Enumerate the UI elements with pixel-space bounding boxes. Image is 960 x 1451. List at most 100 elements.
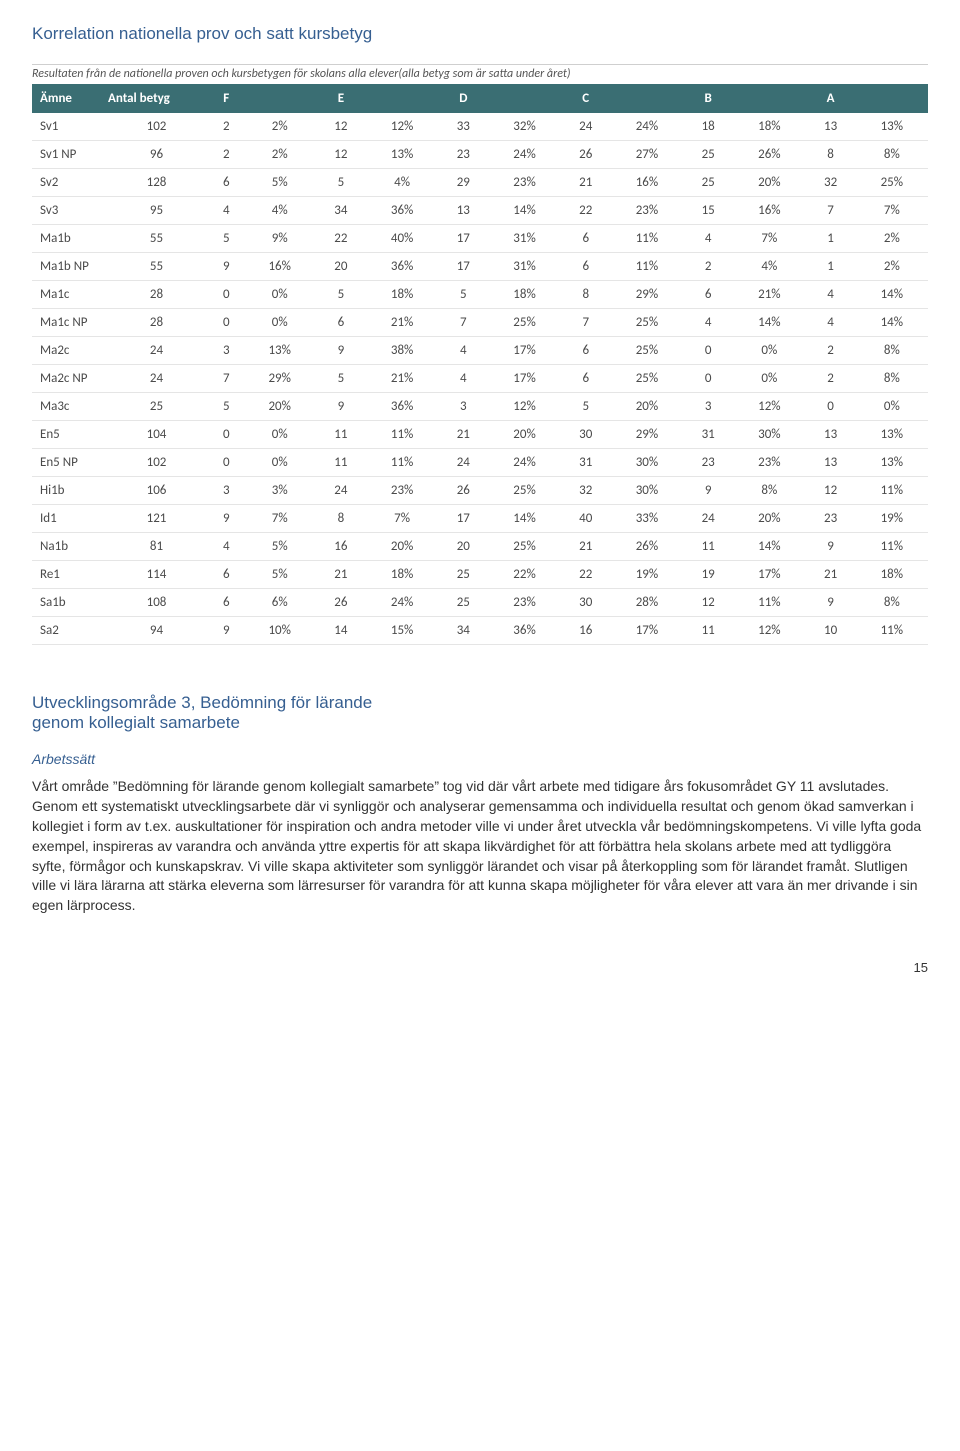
table-cell: 19 — [683, 561, 733, 589]
table-header-cell — [366, 84, 438, 113]
table-cell: 12 — [316, 141, 366, 169]
table-cell: 4% — [244, 197, 316, 225]
table-cell: 36% — [488, 617, 560, 645]
table-cell: 23% — [488, 169, 560, 197]
table-cell: 13% — [244, 337, 316, 365]
table-cell: Sv1 NP — [32, 141, 104, 169]
table-cell: 9 — [209, 617, 244, 645]
table-cell: 26% — [611, 533, 683, 561]
table-cell: 13 — [805, 421, 855, 449]
table-cell: 26% — [733, 141, 805, 169]
section-heading: Utvecklingsområde 3, Bedömning för läran… — [32, 693, 928, 733]
table-cell: 121 — [104, 505, 209, 533]
table-row: Sa1b10866%2624%2523%3028%1211%98% — [32, 589, 928, 617]
table-cell: 114 — [104, 561, 209, 589]
table-cell: 5 — [561, 393, 611, 421]
table-cell: 17 — [438, 505, 488, 533]
grades-table: ÄmneAntal betygFEDCBA Sv110222%1212%3332… — [32, 84, 928, 645]
table-cell: 16 — [561, 617, 611, 645]
table-cell: Hi1b — [32, 477, 104, 505]
table-cell: 4% — [366, 169, 438, 197]
table-cell: En5 NP — [32, 449, 104, 477]
table-cell: 11 — [683, 533, 733, 561]
table-cell: 102 — [104, 449, 209, 477]
table-cell: 10 — [805, 617, 855, 645]
table-cell: 12 — [805, 477, 855, 505]
table-cell: 6 — [209, 561, 244, 589]
table-cell: 104 — [104, 421, 209, 449]
table-cell: 12% — [488, 393, 560, 421]
table-header-cell: E — [316, 84, 366, 113]
table-cell: 17 — [438, 253, 488, 281]
table-cell: 20 — [316, 253, 366, 281]
table-cell: 9 — [805, 589, 855, 617]
table-cell: 0% — [244, 281, 316, 309]
table-cell: 9 — [805, 533, 855, 561]
table-row: Sv212865%54%2923%2116%2520%3225% — [32, 169, 928, 197]
table-cell: 33% — [611, 505, 683, 533]
table-cell: En5 — [32, 421, 104, 449]
table-cell: 21 — [805, 561, 855, 589]
table-cell: 9 — [316, 337, 366, 365]
table-cell: 0% — [244, 449, 316, 477]
table-cell: 13 — [438, 197, 488, 225]
table-row: Sa294910%1415%3436%1617%1112%1011% — [32, 617, 928, 645]
table-cell: 0% — [244, 309, 316, 337]
table-cell: 31% — [488, 253, 560, 281]
table-cell: 27% — [611, 141, 683, 169]
table-cell: 23% — [488, 589, 560, 617]
table-cell: Ma3c — [32, 393, 104, 421]
table-cell: 102 — [104, 113, 209, 141]
table-cell: 7 — [209, 365, 244, 393]
table-cell: 11% — [611, 225, 683, 253]
table-cell: 6 — [561, 365, 611, 393]
table-header-cell: Ämne — [32, 84, 104, 113]
table-cell: 11% — [856, 617, 928, 645]
table-cell: 5 — [316, 365, 366, 393]
table-cell: 11% — [856, 533, 928, 561]
table-cell: 6 — [561, 337, 611, 365]
table-row: Sv39544%3436%1314%2223%1516%77% — [32, 197, 928, 225]
table-cell: 22% — [488, 561, 560, 589]
table-cell: 13% — [856, 421, 928, 449]
table-cell: 11% — [366, 449, 438, 477]
table-cell: 33 — [438, 113, 488, 141]
table-cell: 7 — [805, 197, 855, 225]
table-cell: 28% — [611, 589, 683, 617]
table-cell: 25% — [488, 477, 560, 505]
table-cell: 6% — [244, 589, 316, 617]
table-cell: 7% — [244, 505, 316, 533]
table-cell: 95 — [104, 197, 209, 225]
page-title: Korrelation nationella prov och satt kur… — [32, 24, 928, 44]
table-cell: 8% — [856, 141, 928, 169]
table-cell: 5 — [209, 225, 244, 253]
table-header-cell — [733, 84, 805, 113]
table-cell: 128 — [104, 169, 209, 197]
table-cell: 8% — [856, 589, 928, 617]
table-cell: 14% — [733, 533, 805, 561]
table-cell: 22 — [561, 197, 611, 225]
table-cell: 4 — [805, 309, 855, 337]
table-cell: 11% — [366, 421, 438, 449]
table-cell: 18 — [683, 113, 733, 141]
table-row: Re111465%2118%2522%2219%1917%2118% — [32, 561, 928, 589]
table-cell: 40% — [366, 225, 438, 253]
table-cell: 24 — [561, 113, 611, 141]
page-number: 15 — [32, 960, 928, 975]
table-cell: 6 — [209, 589, 244, 617]
table-cell: 14% — [488, 505, 560, 533]
subsection-heading: Arbetssätt — [32, 751, 928, 767]
table-cell: 31 — [561, 449, 611, 477]
table-cell: 9 — [209, 253, 244, 281]
table-cell: 12% — [366, 113, 438, 141]
table-cell: 25 — [104, 393, 209, 421]
table-cell: 7% — [366, 505, 438, 533]
table-cell: 30% — [611, 449, 683, 477]
table-cell: 32 — [561, 477, 611, 505]
table-cell: 21 — [316, 561, 366, 589]
table-header-cell: B — [683, 84, 733, 113]
table-cell: 21 — [561, 533, 611, 561]
table-cell: 3 — [683, 393, 733, 421]
table-cell: 2% — [244, 113, 316, 141]
table-cell: 24 — [104, 365, 209, 393]
